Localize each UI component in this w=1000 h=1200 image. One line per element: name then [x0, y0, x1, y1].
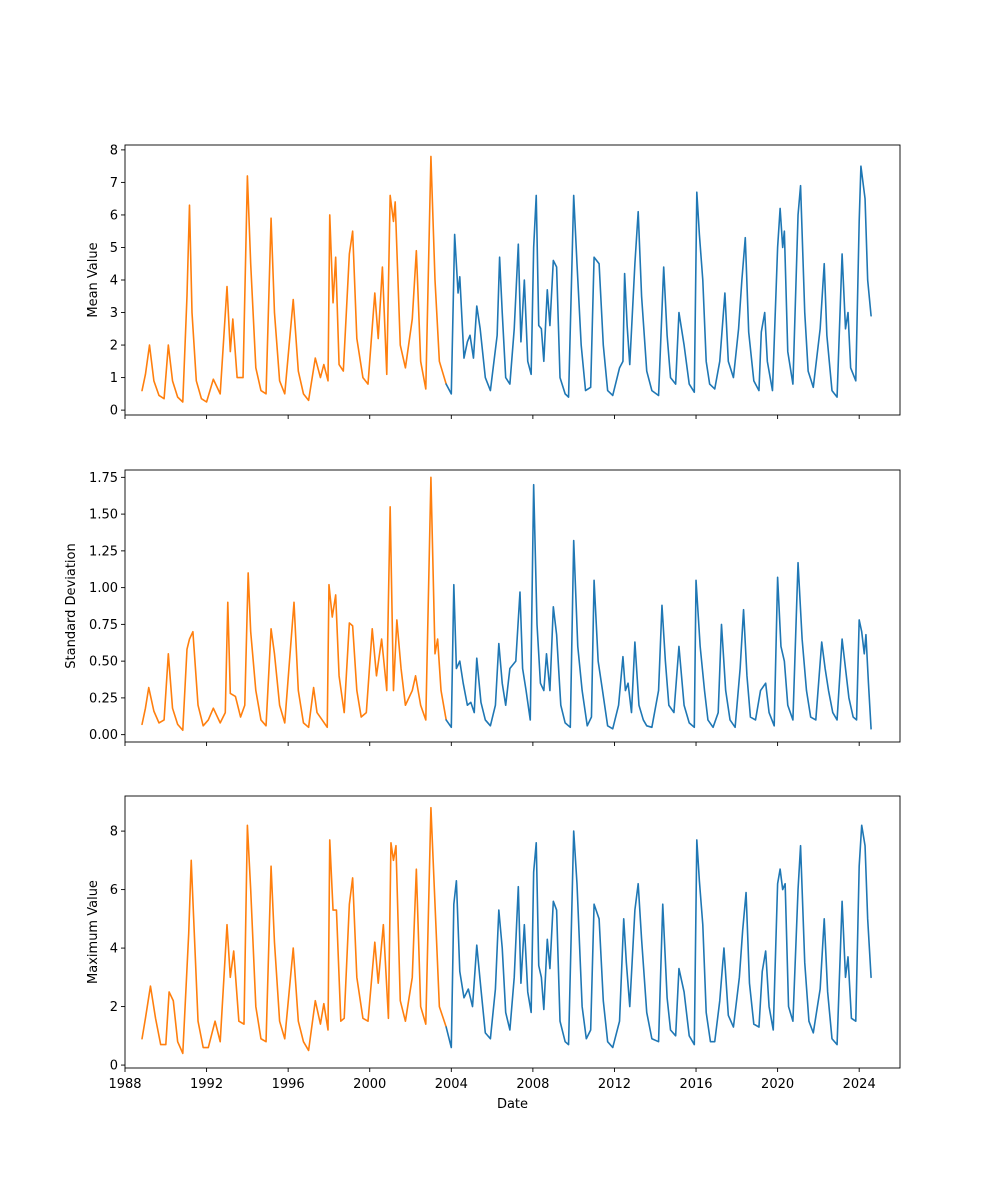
x-tick-label: 2012	[598, 1077, 631, 1092]
panel-3-y-axis-label: Maximum Value	[86, 880, 101, 984]
panel-3-series-line-1	[141, 806, 447, 1055]
panel-1-y-axis-label: Mean Value	[86, 242, 101, 317]
x-axis-label: Date	[497, 1097, 528, 1112]
panel-2-y-tick-label: 0.00	[89, 728, 118, 743]
panel-2-y-axis-label: Standard Deviation	[64, 543, 79, 668]
x-tick-label: 2004	[435, 1077, 468, 1092]
panel-1-y-tick-label: 6	[110, 208, 118, 223]
panel-2-y-tick-label: 0.75	[89, 618, 118, 633]
x-tick-label: 2008	[516, 1077, 549, 1092]
panel-1-series-line-1	[141, 155, 447, 403]
panel-2-y-tick-label: 1.75	[89, 471, 118, 486]
panel-3-frame	[124, 795, 901, 1069]
panel-2-y-tick-label: 1.25	[89, 544, 118, 559]
panel-1-y-tick-label: 8	[110, 143, 118, 158]
panel-2-y-tick-label: 0.25	[89, 691, 118, 706]
panel-3-y-tick-label: 0	[110, 1059, 118, 1074]
x-tick-label: 2024	[843, 1077, 876, 1092]
x-tick-label: 1992	[190, 1077, 223, 1092]
x-tick-label: 2000	[353, 1077, 386, 1092]
panel-3-series-line-2	[445, 824, 872, 1049]
panel-3-y-tick-label: 2	[110, 1000, 118, 1015]
panel-1-y-tick-label: 4	[110, 274, 118, 289]
x-tick-label: 1988	[108, 1077, 141, 1092]
panel-2-series-line-1	[141, 476, 447, 732]
panel-3-y-tick-label: 4	[110, 942, 118, 957]
panel-2-y-tick-label: 1.50	[89, 508, 118, 523]
panel-1-y-tick-label: 7	[110, 176, 118, 191]
panel-1-series-line-2	[445, 165, 872, 398]
x-tick-label: 1996	[272, 1077, 305, 1092]
x-tick-label: 2020	[761, 1077, 794, 1092]
panel-1-y-tick-label: 5	[110, 241, 118, 256]
panel-1: 0 1 2 3 4 5 6 7 8 Mean Value	[86, 143, 901, 419]
panel-2: 0.00 0.25 0.50 0.75 1.00 1.25 1.50 1.75 Standard…	[64, 469, 901, 746]
panel-3-y-tick-label: 8	[110, 825, 118, 840]
panel-1-y-tick-label: 0	[110, 404, 118, 419]
panel-1-y-tick-label: 3	[110, 306, 118, 321]
panel-1-y-tick-label: 2	[110, 339, 118, 354]
panel-2-series-line-2	[445, 483, 872, 730]
panel-1-y-tick-label: 1	[110, 371, 118, 386]
chart-panels: 0 1 2 3 4 5 6 7 8 Mean Value 0.00 0.25 0.50 0.75 1.00 1…	[64, 143, 901, 1092]
panel-2-y-tick-label: 0.50	[89, 655, 118, 670]
panel-2-frame	[124, 469, 901, 743]
panel-3-y-tick-label: 6	[110, 883, 118, 898]
panel-3: 0 2 4 6 8 1988 1992 1996 2000 2004 2008 2012 2016 202…	[86, 795, 901, 1092]
x-tick-label: 2016	[679, 1077, 712, 1092]
panel-2-y-tick-label: 1.00	[89, 581, 118, 596]
